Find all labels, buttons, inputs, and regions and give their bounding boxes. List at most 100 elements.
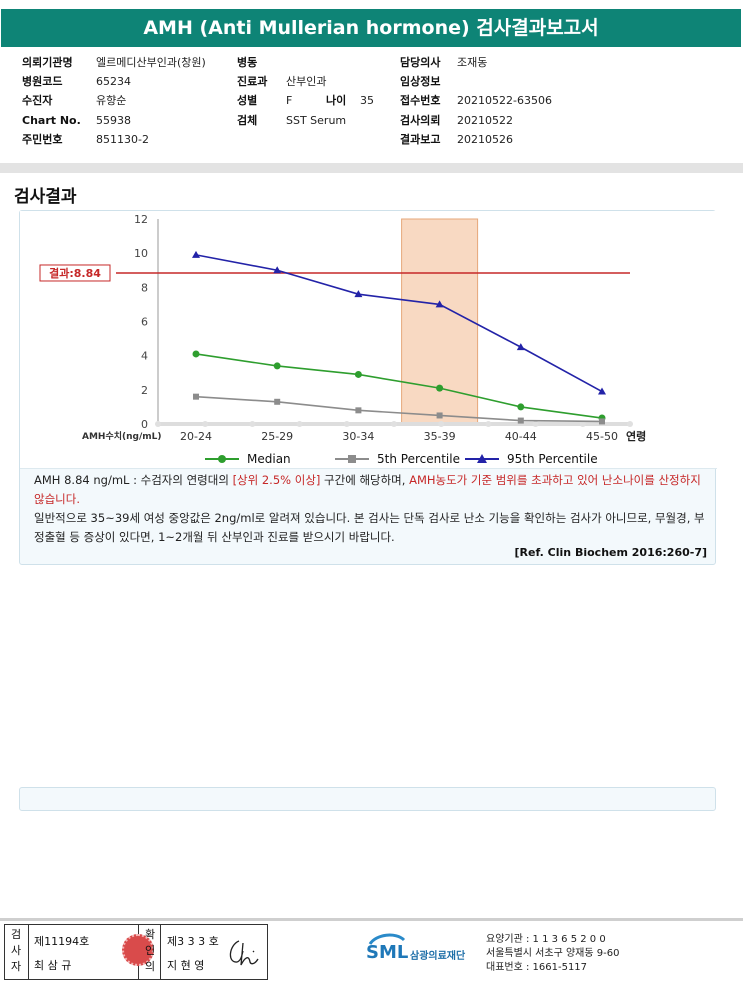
x-axis-dot [438, 421, 445, 427]
sex-label: 성별 [237, 94, 258, 107]
interpretation-paragraph-1: AMH 8.84 ng/mL : 수검자의 연령대의 [상위 2.5% 이상] … [34, 471, 710, 509]
age-label: 나이 [326, 94, 347, 107]
hospital-code-value: 65234 [96, 75, 131, 88]
request-date-value: 20210522 [457, 114, 513, 127]
sml-logo-text: SML [366, 942, 409, 963]
sml-logo: SML 삼광의료재단 [366, 930, 486, 970]
examinee-value: 유향순 [96, 94, 127, 107]
section-title: 검사결과 [14, 187, 77, 207]
x-axis-dot [155, 421, 161, 427]
doctor-label: 담당의사 [400, 56, 441, 69]
department-label: 진료과 [237, 75, 268, 88]
series-point [517, 403, 525, 411]
series-line-2 [195, 254, 603, 393]
series-point [436, 384, 444, 392]
series-point [274, 398, 281, 405]
footer-divider [0, 918, 743, 921]
x-axis-suffix: 연령 [626, 429, 646, 443]
id-no-value: 851130-2 [96, 133, 149, 146]
result-panel: 0 2 4 6 8 10 12 AMH수치(ng/mL) 20-24 25-29 30-34 35-3… [19, 210, 717, 565]
series-point [354, 290, 363, 298]
reference-citation: [Ref. Clin Biochem 2016:260-7] [514, 546, 707, 559]
x-tick-label: 40-44 [505, 430, 537, 443]
series-point [273, 362, 281, 370]
y-tick-label: 12 [134, 213, 148, 226]
series-point [517, 417, 524, 424]
x-tick-label: 25-29 [261, 430, 293, 443]
x-axis-dot [249, 421, 256, 427]
request-date-label: 검사의뢰 [400, 114, 441, 127]
sml-logo-icon [368, 933, 406, 945]
confirmer-name: 지 현 영 [167, 959, 205, 972]
institution-label: 의뢰기관명 [22, 56, 73, 69]
doctor-value: 조재동 [457, 56, 488, 69]
lab-info: 요양기관 : 1 1 3 6 5 2 0 0 서울특별시 서초구 양재동 9-6… [486, 933, 619, 975]
y-tick-label: 4 [141, 350, 148, 363]
divider-band [0, 163, 743, 173]
series-line-1 [195, 395, 603, 423]
series-point [192, 350, 200, 358]
x-axis-dot [579, 421, 586, 427]
chart-no-label: Chart No. [22, 114, 81, 127]
x-axis-dot [391, 421, 397, 427]
y-axis-label: AMH수치(ng/mL) [82, 430, 162, 442]
series-point [355, 407, 362, 414]
series-point [273, 266, 282, 274]
lab-code: 요양기관 : 1 1 3 6 5 2 0 0 [486, 934, 606, 945]
chart-no-value: 55938 [96, 114, 131, 127]
x-tick-label: 30-34 [342, 430, 374, 443]
y-tick-label: 8 [141, 281, 148, 294]
examiner-name: 최 삼 규 [34, 959, 72, 972]
interpretation-paragraph-2: 일반적으로 35~39세 여성 중앙값은 2ng/ml로 알려져 있습니다. 본… [34, 511, 705, 544]
specimen-label: 검체 [237, 114, 258, 127]
x-axis-dot [485, 421, 492, 427]
interp-text-a: AMH 8.84 ng/mL : 수검자의 연령대의 [34, 473, 233, 487]
receipt-no-label: 접수번호 [400, 94, 441, 107]
seal-stamp-icon [122, 934, 154, 966]
department-value: 산부인과 [286, 75, 327, 88]
lab-address: 서울특별시 서초구 양재동 9-60 [486, 948, 620, 959]
lab-phone: 대표번호 : 1661-5117 [486, 962, 588, 973]
legend-label: 95th Percentile [507, 452, 598, 466]
series-point [435, 300, 444, 308]
report-date-label: 결과보고 [400, 133, 441, 146]
legend-marker-icon [465, 454, 499, 463]
specimen-value: SST Serum [286, 114, 347, 127]
series-point [598, 387, 606, 395]
y-tick-label: 10 [134, 247, 148, 260]
age-value: 35 [360, 94, 374, 107]
legend-marker-icon [335, 455, 369, 463]
series-point [193, 393, 199, 400]
x-axis-dot [532, 421, 539, 427]
series-point [516, 343, 525, 351]
examinee-label: 수진자 [22, 94, 53, 107]
highlight-band [401, 218, 479, 425]
series-point [354, 370, 362, 378]
examiner-license-no: 제11194호 [34, 935, 90, 948]
confirmer-label: 확인의 [144, 928, 156, 973]
interp-highlight-warning: AMH농도가 기준 범위를 초과하고 있어 난소나이를 산정하지 않습니다. [34, 473, 701, 506]
interp-text-b: 구간에 해당하며, [320, 473, 410, 487]
confirmer-license-no: 제3 3 3 호 [167, 935, 219, 948]
interp-highlight-percentile: [상위 2.5% 이상] [232, 473, 321, 487]
report-date-value: 20210526 [457, 133, 513, 146]
series-line-0 [195, 353, 603, 419]
sml-logo-org: 삼광의료재단 [410, 951, 466, 962]
institution-value: 엘르메디산부인과(창원) [96, 56, 206, 69]
x-axis-dot [202, 421, 209, 427]
signature-box: 검사자 제11194호 최 삼 규 확인의 제3 3 3 호 지 현 영 [4, 924, 268, 980]
report-title: AMH (Anti Mullerian hormone) 검사결과보고서 [1, 9, 741, 47]
y-tick-label: 0 [141, 418, 148, 431]
amh-chart: 0 2 4 6 8 10 12 AMH수치(ng/mL) 20-24 25-29 30-34 35-3… [39, 213, 646, 443]
result-label: 결과:8.84 [49, 266, 101, 280]
x-axis-dot [627, 421, 633, 427]
receipt-no-value: 20210522-63506 [457, 94, 552, 107]
chart-area: 0 2 4 6 8 10 12 AMH수치(ng/mL) 20-24 25-29 30-34 35-3… [20, 211, 717, 469]
series-point [599, 418, 605, 425]
x-tick-label: 35-39 [424, 430, 456, 443]
series-point [436, 412, 443, 419]
x-tick-label: 45-50 [586, 430, 618, 443]
series-point [192, 250, 200, 258]
x-axis-dot [296, 421, 303, 427]
interpretation-text: AMH 8.84 ng/mL : 수검자의 연령대의 [상위 2.5% 이상] … [34, 471, 710, 547]
